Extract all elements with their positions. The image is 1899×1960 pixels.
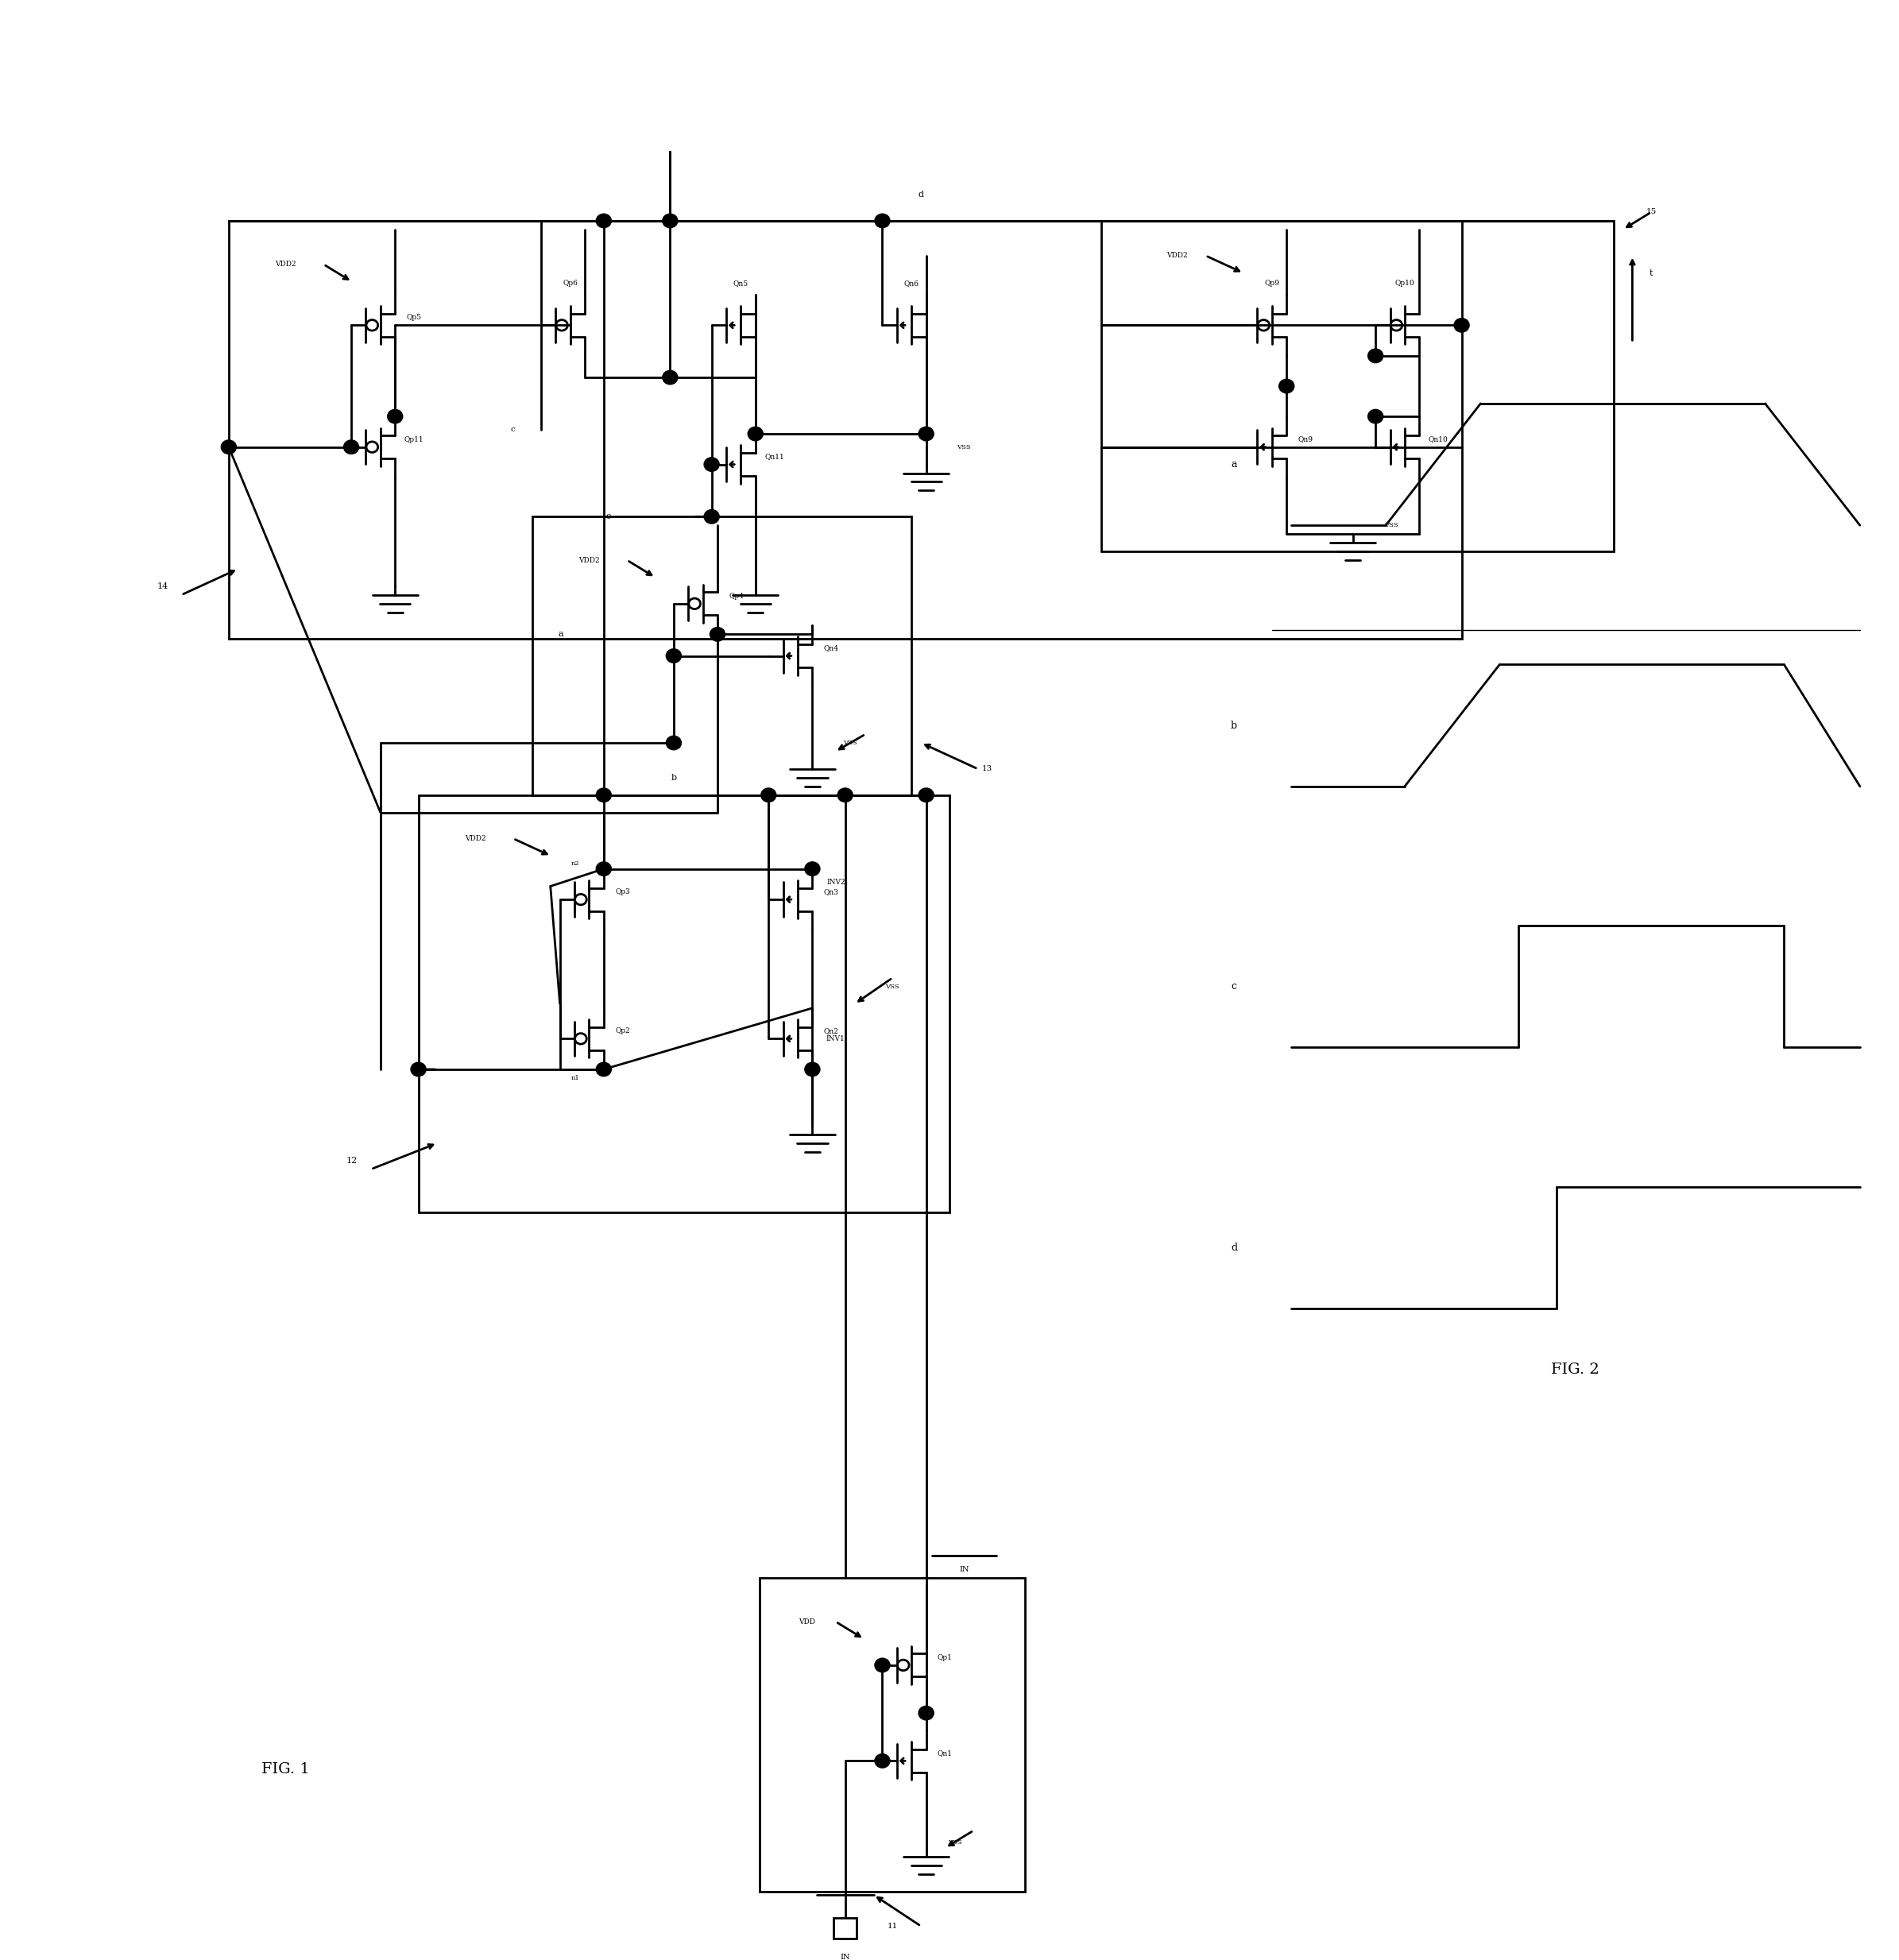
Text: VDD2: VDD2 <box>1166 253 1187 259</box>
Circle shape <box>919 427 934 441</box>
Text: d: d <box>1231 1243 1238 1252</box>
Circle shape <box>919 1705 934 1721</box>
Circle shape <box>710 627 725 641</box>
Text: Qn6: Qn6 <box>904 280 919 286</box>
Text: Qp1: Qp1 <box>938 1654 953 1660</box>
Bar <box>418 796 950 1213</box>
Text: n1: n1 <box>572 1074 579 1082</box>
Text: n2: n2 <box>572 860 579 866</box>
Circle shape <box>1278 378 1293 394</box>
Circle shape <box>805 1062 820 1076</box>
Text: VSS: VSS <box>957 443 970 451</box>
Text: IN: IN <box>959 1566 968 1574</box>
Circle shape <box>596 1062 611 1076</box>
Bar <box>228 221 1462 639</box>
Text: INV1: INV1 <box>826 1035 845 1043</box>
Text: VDD2: VDD2 <box>275 261 296 269</box>
Text: Qp10: Qp10 <box>1396 280 1415 286</box>
Circle shape <box>1367 349 1382 363</box>
Circle shape <box>596 788 611 802</box>
Text: c: c <box>1231 982 1236 992</box>
Text: Qn10: Qn10 <box>1428 435 1447 443</box>
Text: Qn3: Qn3 <box>824 888 839 896</box>
Text: IN: IN <box>839 1954 851 1960</box>
Text: c: c <box>511 425 515 433</box>
Text: 14: 14 <box>158 582 167 590</box>
Circle shape <box>705 510 720 523</box>
Text: b: b <box>1231 721 1238 731</box>
Text: FIG. 2: FIG. 2 <box>1551 1362 1599 1376</box>
Text: VSS: VSS <box>948 1840 961 1846</box>
Text: Qp6: Qp6 <box>562 280 577 286</box>
Text: INV2: INV2 <box>826 878 845 886</box>
Text: Qp9: Qp9 <box>1265 280 1280 286</box>
Circle shape <box>805 862 820 876</box>
Circle shape <box>875 214 891 227</box>
Bar <box>532 517 912 796</box>
Text: VDD: VDD <box>799 1619 815 1625</box>
Text: c: c <box>606 514 611 521</box>
Bar <box>760 1578 1025 1891</box>
Circle shape <box>1455 318 1470 331</box>
Circle shape <box>748 427 763 441</box>
Circle shape <box>596 862 611 876</box>
Circle shape <box>705 457 720 472</box>
Circle shape <box>761 788 777 802</box>
Text: 13: 13 <box>982 766 993 772</box>
Circle shape <box>344 441 359 455</box>
Text: Qp4: Qp4 <box>729 592 744 600</box>
Text: Qp11: Qp11 <box>404 435 423 443</box>
Circle shape <box>220 441 235 455</box>
Text: d: d <box>919 190 923 198</box>
Text: VDD2: VDD2 <box>579 557 600 564</box>
Text: Qp3: Qp3 <box>615 888 630 896</box>
Circle shape <box>596 214 611 227</box>
Text: VSS: VSS <box>885 984 900 990</box>
Text: Qn2: Qn2 <box>824 1027 839 1035</box>
Text: a: a <box>558 631 564 639</box>
Circle shape <box>387 410 403 423</box>
Circle shape <box>837 788 853 802</box>
Circle shape <box>667 649 682 662</box>
Text: a: a <box>1231 459 1236 470</box>
Text: Qp5: Qp5 <box>406 314 422 321</box>
Circle shape <box>667 735 682 751</box>
Text: Qn4: Qn4 <box>824 645 839 653</box>
Text: 12: 12 <box>346 1156 357 1164</box>
Circle shape <box>1367 410 1382 423</box>
Text: t: t <box>1650 269 1654 276</box>
Text: 15: 15 <box>1646 208 1656 216</box>
Text: Qn1: Qn1 <box>938 1750 953 1756</box>
Circle shape <box>875 1658 891 1672</box>
Text: Qn11: Qn11 <box>765 453 784 461</box>
Text: VSS: VSS <box>843 739 856 747</box>
Bar <box>834 1917 856 1938</box>
Text: FIG. 1: FIG. 1 <box>262 1762 310 1776</box>
Bar <box>1101 221 1614 551</box>
Circle shape <box>919 788 934 802</box>
Circle shape <box>875 1754 891 1768</box>
Text: Qn9: Qn9 <box>1297 435 1312 443</box>
Circle shape <box>663 214 678 227</box>
Circle shape <box>410 1062 425 1076</box>
Circle shape <box>663 370 678 384</box>
Text: Qn5: Qn5 <box>733 280 748 286</box>
Text: Qp2: Qp2 <box>615 1027 630 1035</box>
Text: b: b <box>670 774 676 782</box>
Text: 11: 11 <box>887 1923 898 1931</box>
Text: VDD2: VDD2 <box>465 835 486 843</box>
Text: VSS: VSS <box>1384 521 1398 529</box>
